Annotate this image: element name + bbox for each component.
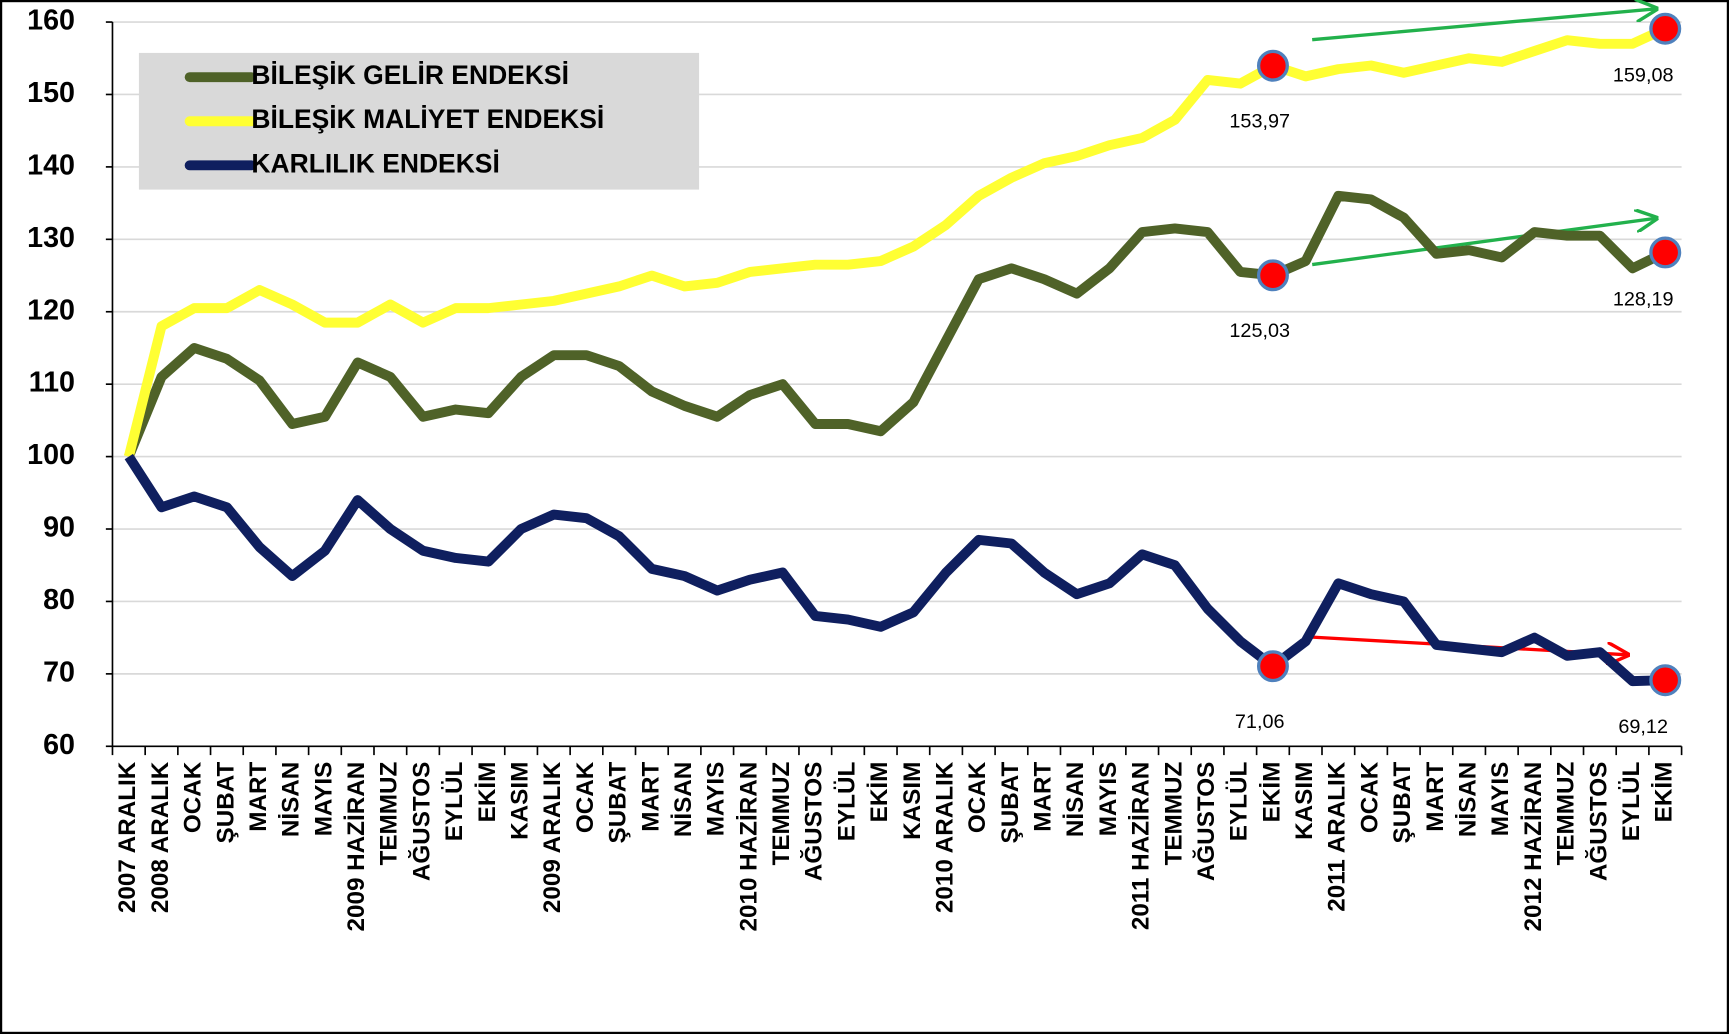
x-tick-label: NİSAN [1455, 762, 1482, 837]
x-tick-label: AĞUSTOS [1192, 762, 1220, 881]
x-tick-label: EYLÜL [441, 762, 468, 842]
x-tick-label: 2012 HAZİRAN [1520, 762, 1547, 932]
x-tick-label: MAYIS [703, 762, 730, 837]
x-tick-label: MAYIS [1095, 762, 1122, 837]
x-tick-label: MAYIS [1487, 762, 1514, 837]
value-label: 159,08 [1613, 65, 1674, 87]
y-tick-label: 60 [43, 729, 75, 761]
highlight-dot [1256, 650, 1289, 683]
highlight-dot [1649, 236, 1682, 269]
trend-arrow [1311, 218, 1656, 267]
x-tick-label: TEMMUZ [1160, 762, 1187, 866]
x-tick-label: ŞUBAT [1389, 762, 1416, 844]
x-tick-label: EKİM [1258, 762, 1285, 823]
x-tick-label: OCAK [964, 761, 991, 833]
x-tick-label: MART [637, 762, 664, 832]
x-tick-label: EYLÜL [1618, 762, 1645, 842]
x-tick-label: NİSAN [1062, 762, 1089, 837]
value-label: 69,12 [1618, 716, 1668, 738]
x-tick-label: 2007 ARALIK [114, 761, 141, 913]
y-tick-label: 160 [27, 5, 75, 37]
highlight-dot [1649, 664, 1682, 697]
x-tick-label: 2009 HAZİRAN [343, 762, 370, 932]
y-tick-label: 70 [43, 656, 75, 688]
x-tick-label: EKİM [474, 762, 501, 823]
highlight-dot [1649, 12, 1682, 45]
y-tick-label: 150 [27, 77, 75, 109]
x-tick-label: NİSAN [670, 762, 697, 837]
x-tick-label: 2011 HAZİRAN [1128, 762, 1155, 930]
x-tick-label: TEMMUZ [1553, 762, 1580, 866]
x-tick-label: MART [245, 762, 272, 832]
x-tick-label: EYLÜL [833, 762, 860, 842]
y-tick-label: 140 [27, 149, 75, 181]
x-tick-label: MAYIS [310, 762, 337, 837]
x-tick-label: MART [1422, 762, 1449, 832]
x-tick-label: 2011 ARALIK [1324, 761, 1351, 912]
legend-label: KARLILIK ENDEKSİ [251, 148, 499, 178]
x-tick-label: NİSAN [278, 762, 305, 837]
legend-label: BİLEŞİK GELİR ENDEKSİ [251, 60, 569, 90]
trend-arrow [1312, 9, 1656, 42]
x-tick-label: 2009 ARALIK [539, 761, 566, 913]
x-tick-label: 2008 ARALIK [147, 761, 174, 913]
x-tick-label: OCAK [180, 761, 207, 833]
x-tick-label: 2010 ARALIK [931, 761, 958, 913]
x-tick-label: ŞUBAT [605, 762, 632, 844]
x-tick-label: AĞUSTOS [1584, 762, 1612, 881]
highlight-dot [1256, 49, 1289, 82]
x-tick-label: KASIM [507, 762, 534, 840]
value-label: 153,97 [1229, 110, 1290, 132]
series-line [124, 190, 1668, 459]
value-label: 128,19 [1613, 288, 1674, 310]
x-tick-label: OCAK [1356, 761, 1383, 833]
x-tick-label: ŞUBAT [212, 762, 239, 844]
x-tick-label: EKİM [866, 762, 893, 823]
x-tick-label: MART [1030, 762, 1057, 832]
y-tick-label: 110 [29, 367, 75, 399]
x-tick-label: KASIM [899, 762, 926, 840]
x-tick-label: KASIM [1291, 762, 1318, 840]
y-tick-label: 100 [27, 439, 75, 471]
value-label: 71,06 [1235, 711, 1285, 733]
x-tick-label: ŞUBAT [997, 762, 1024, 844]
x-tick-label: OCAK [572, 761, 599, 833]
y-tick-label: 90 [43, 512, 75, 544]
x-tick-label: TEMMUZ [376, 762, 403, 866]
x-tick-label: AĞUSTOS [800, 762, 828, 881]
x-tick-label: 2010 HAZİRAN [735, 762, 762, 932]
highlight-dot [1256, 259, 1289, 292]
x-tick-label: AĞUSTOS [407, 762, 435, 881]
series-line [124, 24, 1668, 458]
x-tick-label: TEMMUZ [768, 762, 795, 866]
y-tick-label: 120 [27, 294, 75, 326]
y-tick-label: 130 [27, 222, 75, 254]
y-tick-label: 80 [43, 584, 75, 616]
x-tick-label: EKİM [1651, 762, 1678, 823]
series-line [124, 453, 1666, 687]
x-tick-label: EYLÜL [1226, 762, 1253, 842]
legend-label: BİLEŞİK MALİYET ENDEKSİ [251, 104, 604, 134]
value-label: 125,03 [1229, 320, 1290, 342]
